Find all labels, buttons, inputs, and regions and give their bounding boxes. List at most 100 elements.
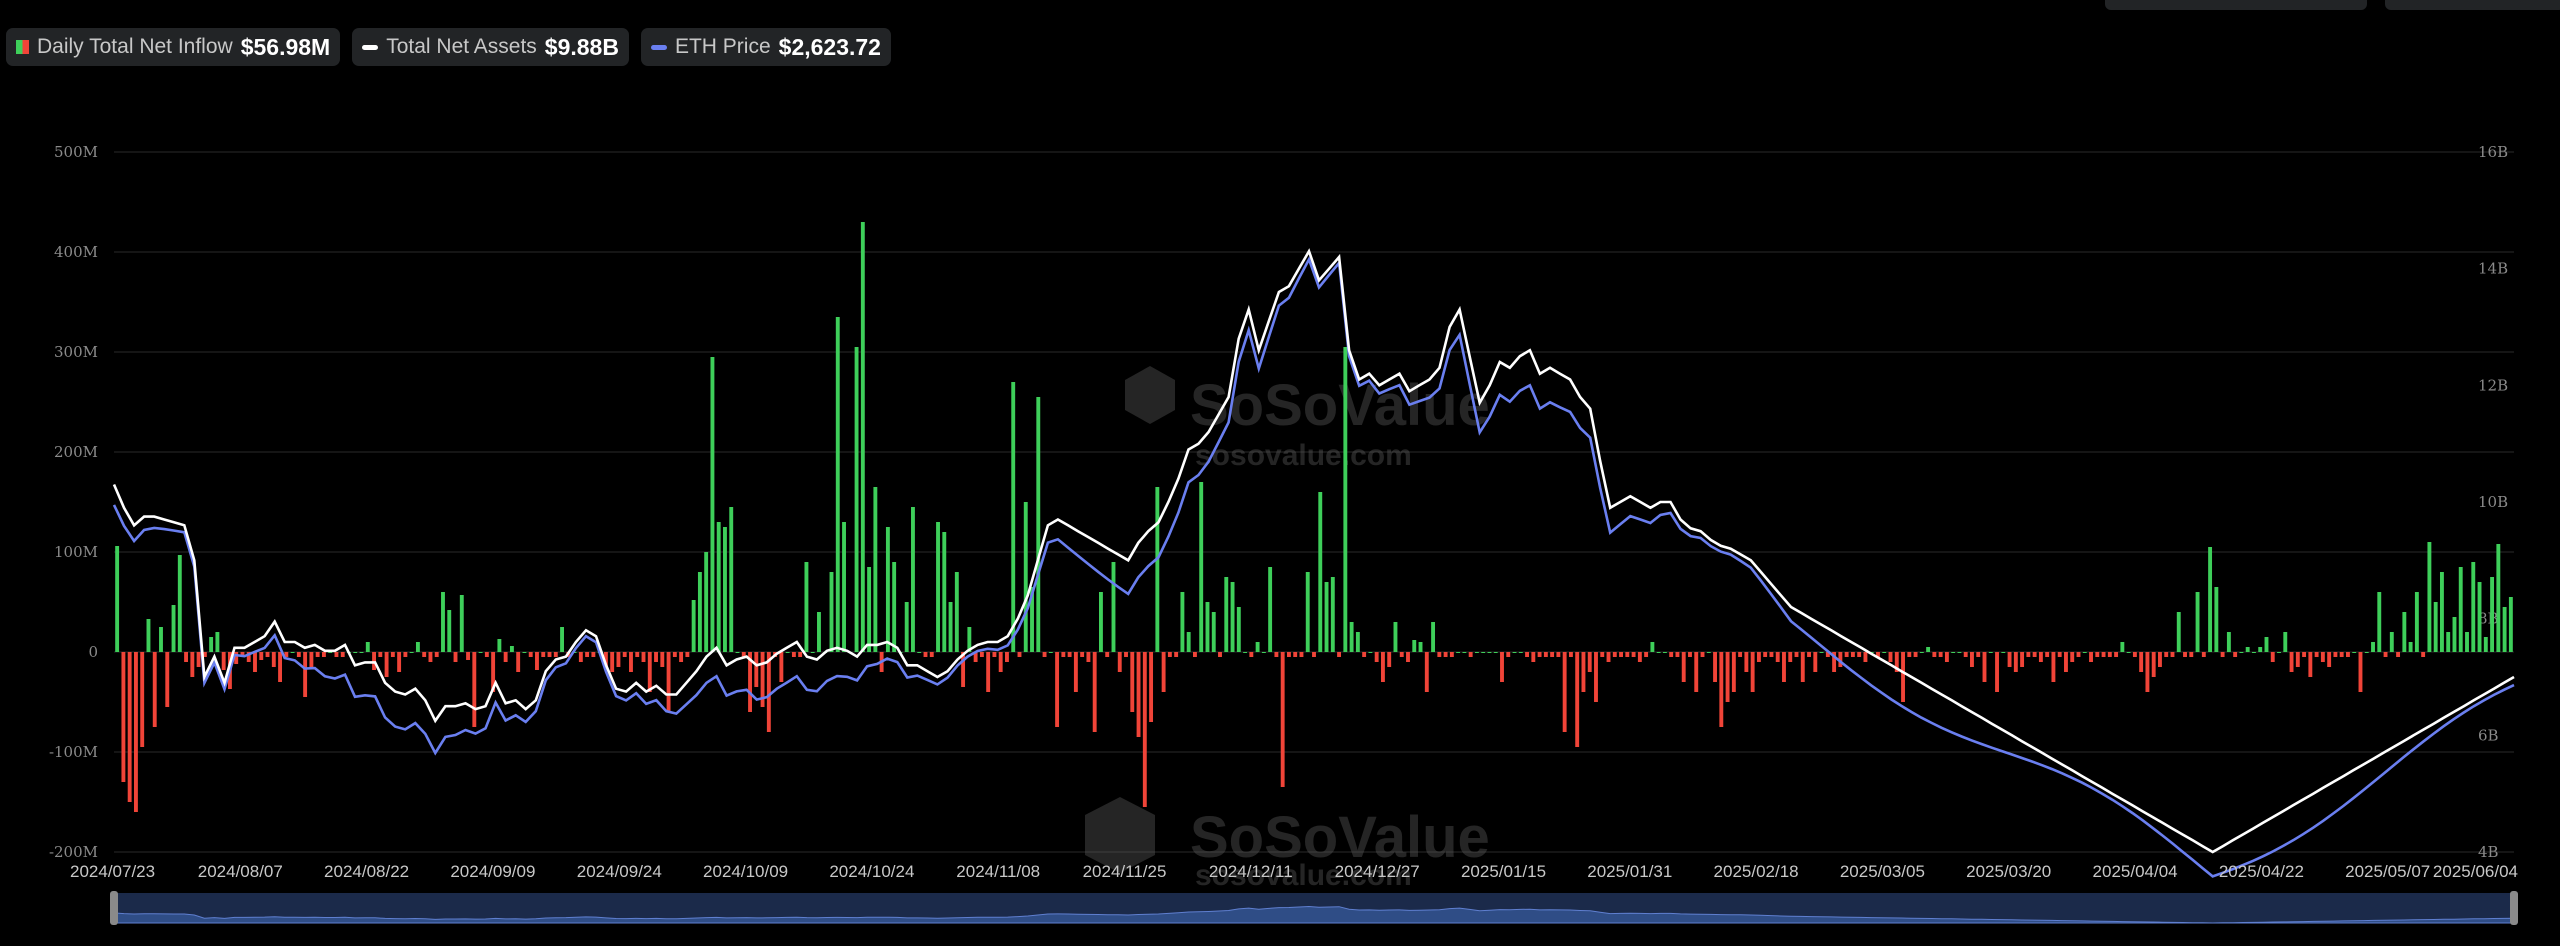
inflow-bar (2264, 637, 2269, 652)
inflow-bar (1706, 652, 1711, 653)
inflow-bar (278, 652, 282, 682)
inflow-bar (2490, 577, 2495, 652)
inflow-bar (1907, 652, 1912, 657)
inflow-bar (1230, 582, 1235, 652)
inflow-bar (1474, 652, 1479, 653)
inflow-bar (1167, 652, 1172, 657)
inflow-bar (1462, 652, 1467, 653)
legend-inflow-label: Daily Total Net Inflow (37, 35, 233, 58)
inflow-bar (766, 652, 771, 732)
inflow-bar (1525, 652, 1529, 657)
inflow-bar (115, 546, 120, 652)
inflow-bar (403, 652, 408, 657)
toolbar-button-right[interactable] (2385, 0, 2560, 10)
x-tick-label: 2024/12/11 (1209, 862, 1293, 881)
inflow-bar (202, 652, 207, 657)
inflow-bar (2302, 652, 2307, 657)
inflow-bar (522, 652, 527, 653)
logo-icon (1125, 366, 1175, 424)
legend-eth-label: ETH Price (674, 35, 771, 58)
inflow-bar (641, 652, 646, 662)
inflow-bar (560, 627, 564, 652)
legend-item-inflow[interactable]: Daily Total Net Inflow $56.98M (6, 28, 341, 66)
toolbar-button-left[interactable] (2105, 0, 2367, 10)
inflow-bar (2051, 652, 2056, 682)
y-left-tick-label: -200M (49, 843, 98, 861)
inflow-bar (1644, 652, 1649, 657)
inflow-bar (2013, 652, 2018, 672)
inflow-bar (1543, 652, 1548, 657)
inflow-bar (1738, 652, 1743, 657)
inflow-bar (1982, 652, 1987, 682)
inflow-bar (1944, 652, 1949, 662)
inflow-bar (2089, 652, 2093, 662)
inflow-bar (541, 652, 546, 657)
inflow-bar (516, 652, 521, 672)
inflow-bar (284, 652, 289, 657)
inflow-bar (2433, 602, 2438, 652)
legend-inflow-value: $56.98M (240, 33, 331, 60)
inflow-bar (1694, 652, 1699, 692)
inflow-bar (1456, 652, 1461, 653)
inflow-bar (1612, 652, 1617, 657)
inflow-bar (2496, 544, 2501, 652)
inflow-bar (1023, 502, 1028, 652)
inflow-bar (2314, 652, 2319, 657)
inflow-bar (622, 652, 627, 657)
inflow-bar (2026, 652, 2031, 657)
inflow-bar (1782, 652, 1786, 682)
inflow-bar (1863, 652, 1868, 662)
eth-price-line (112, 256, 2515, 878)
x-tick-label: 2025/04/04 (2093, 862, 2178, 881)
inflow-bar (1531, 652, 1536, 662)
y-axis-left: 500M 400M 300M 200M 100M 0 -100M -200M (49, 143, 98, 861)
x-tick-label: 2024/09/24 (577, 862, 662, 881)
inflow-bar (1756, 652, 1761, 662)
inflow-bar (127, 652, 132, 802)
inflow-bar (2132, 652, 2137, 657)
x-tick-label: 2024/10/09 (703, 862, 788, 881)
inflow-bar (885, 527, 890, 652)
inflow-bar (1067, 652, 1072, 657)
inflow-bar (1606, 652, 1611, 662)
inflow-bar (1105, 652, 1110, 657)
inflow-bar (760, 652, 765, 707)
inflow-bar (397, 652, 402, 672)
inflow-bar (159, 627, 163, 652)
inflow-bar (1431, 622, 1436, 652)
inflow-bar (860, 222, 865, 652)
inflow-bar (998, 652, 1003, 672)
navigator-handle-right[interactable] (2510, 891, 2518, 925)
inflow-bar (2295, 652, 2300, 667)
inflow-bar (2402, 612, 2407, 652)
inflow-bar (2346, 652, 2350, 657)
x-tick-label: 2024/08/07 (198, 862, 283, 881)
inflow-bar (497, 639, 502, 652)
navigator-handle-left[interactable] (110, 891, 118, 925)
inflow-bar (1876, 652, 1880, 657)
inflow-bar (704, 552, 709, 652)
inflow-bar (1769, 652, 1774, 657)
range-navigator[interactable] (110, 891, 2518, 925)
inflow-bar (2483, 637, 2488, 652)
inflow-bar (2145, 652, 2150, 692)
inflow-bar (1587, 652, 1592, 672)
y-right-tick-label: 10B (2478, 493, 2508, 511)
inflow-bar (1894, 652, 1899, 672)
inflow-bar (1061, 652, 1066, 657)
inflow-bar (672, 652, 677, 657)
inflow-bar (2233, 652, 2238, 657)
inflow-bar (1362, 652, 1367, 657)
inflow-bar (578, 652, 583, 662)
inflow-bar (842, 522, 846, 652)
legend-item-eth[interactable]: ETH Price $2,623.72 (640, 28, 891, 66)
inflow-bar (1963, 652, 1968, 657)
inflow-bar (309, 652, 314, 667)
legend-item-assets[interactable]: Total Net Assets $9.88B (352, 28, 629, 66)
inflow-bar (1224, 577, 1229, 652)
inflow-bar (1813, 652, 1818, 672)
y-left-tick-label: 300M (54, 343, 98, 361)
inflow-bar (1951, 652, 1956, 653)
inflow-bar (2151, 652, 2156, 677)
inflow-bar (867, 567, 872, 652)
